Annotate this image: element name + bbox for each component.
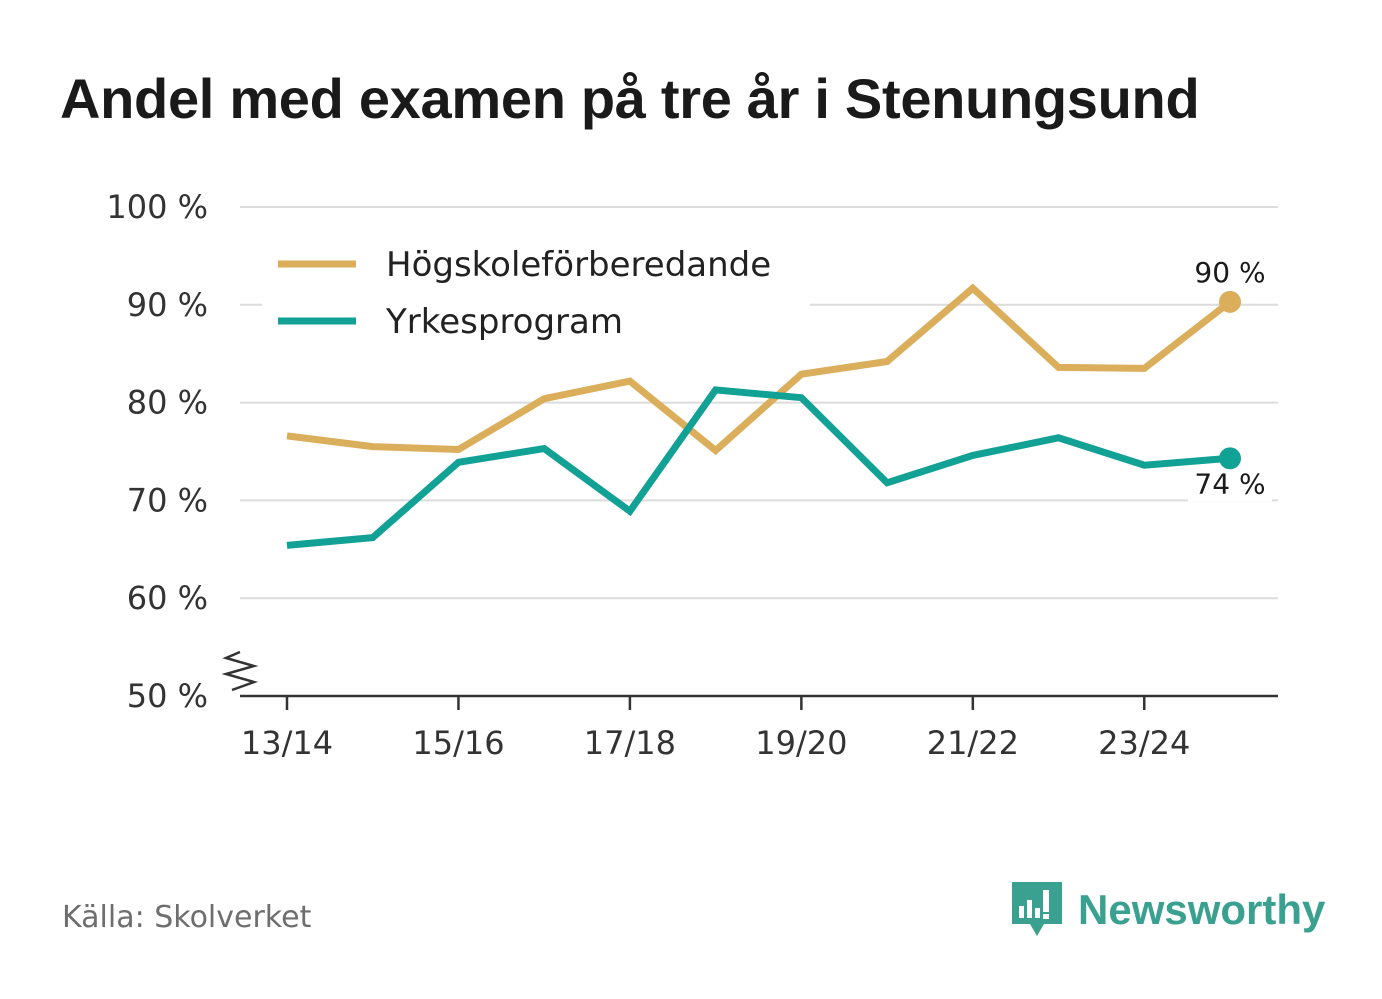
legend-entry: Yrkesprogram [385,302,623,342]
x-tick-label: 21/22 [927,724,1019,762]
source-note: Källa: Skolverket [62,900,312,935]
series-end-point [1219,290,1241,313]
axis-break-icon [221,650,259,692]
line-chart: 50 % 60 % 70 % 80 % 90 % 100 % 13/14 15/16 17/1… [106,188,1278,762]
end-label: 90 % [1194,256,1265,289]
y-axis-ticks: 50 % 60 % 70 % 80 % 90 % 100 % [106,188,208,715]
chart-title: Andel med examen på tre år i Stenungsund [60,67,1200,130]
legend-entry: Högskoleförberedande [386,245,771,285]
axes [221,650,1278,698]
brand-logo: Newsworthy [1010,880,1325,940]
x-tick-label: 17/18 [584,724,676,762]
x-tick-label: 23/24 [1098,724,1190,762]
legend-background [262,232,810,344]
series-line-2 [286,386,1231,549]
series-lines [286,283,1241,549]
legend: Högskoleförberedande Yrkesprogram [262,232,810,344]
brand-name: Newsworthy [1078,886,1326,933]
series-end-point [1219,447,1241,470]
series-line-1 [286,283,1233,456]
y-tick-label: 70 % [127,481,208,519]
end-labels: 90 % 74 % [1188,256,1272,502]
x-tick-label: 15/16 [412,724,504,762]
y-tick-label: 80 % [127,384,208,422]
x-tick-label: 13/14 [241,724,333,762]
y-tick-label: 50 % [127,677,208,715]
newsworthy-logo-icon [1012,882,1062,936]
x-tick-label: 19/20 [755,724,847,762]
y-tick-label: 60 % [127,579,208,617]
end-label-background [1188,469,1272,502]
end-label: 74 % [1194,467,1265,500]
x-axis-ticks: 13/14 15/16 17/18 19/20 21/22 23/24 [241,696,1190,762]
y-tick-label: 100 % [106,188,208,226]
y-tick-label: 90 % [127,286,208,324]
